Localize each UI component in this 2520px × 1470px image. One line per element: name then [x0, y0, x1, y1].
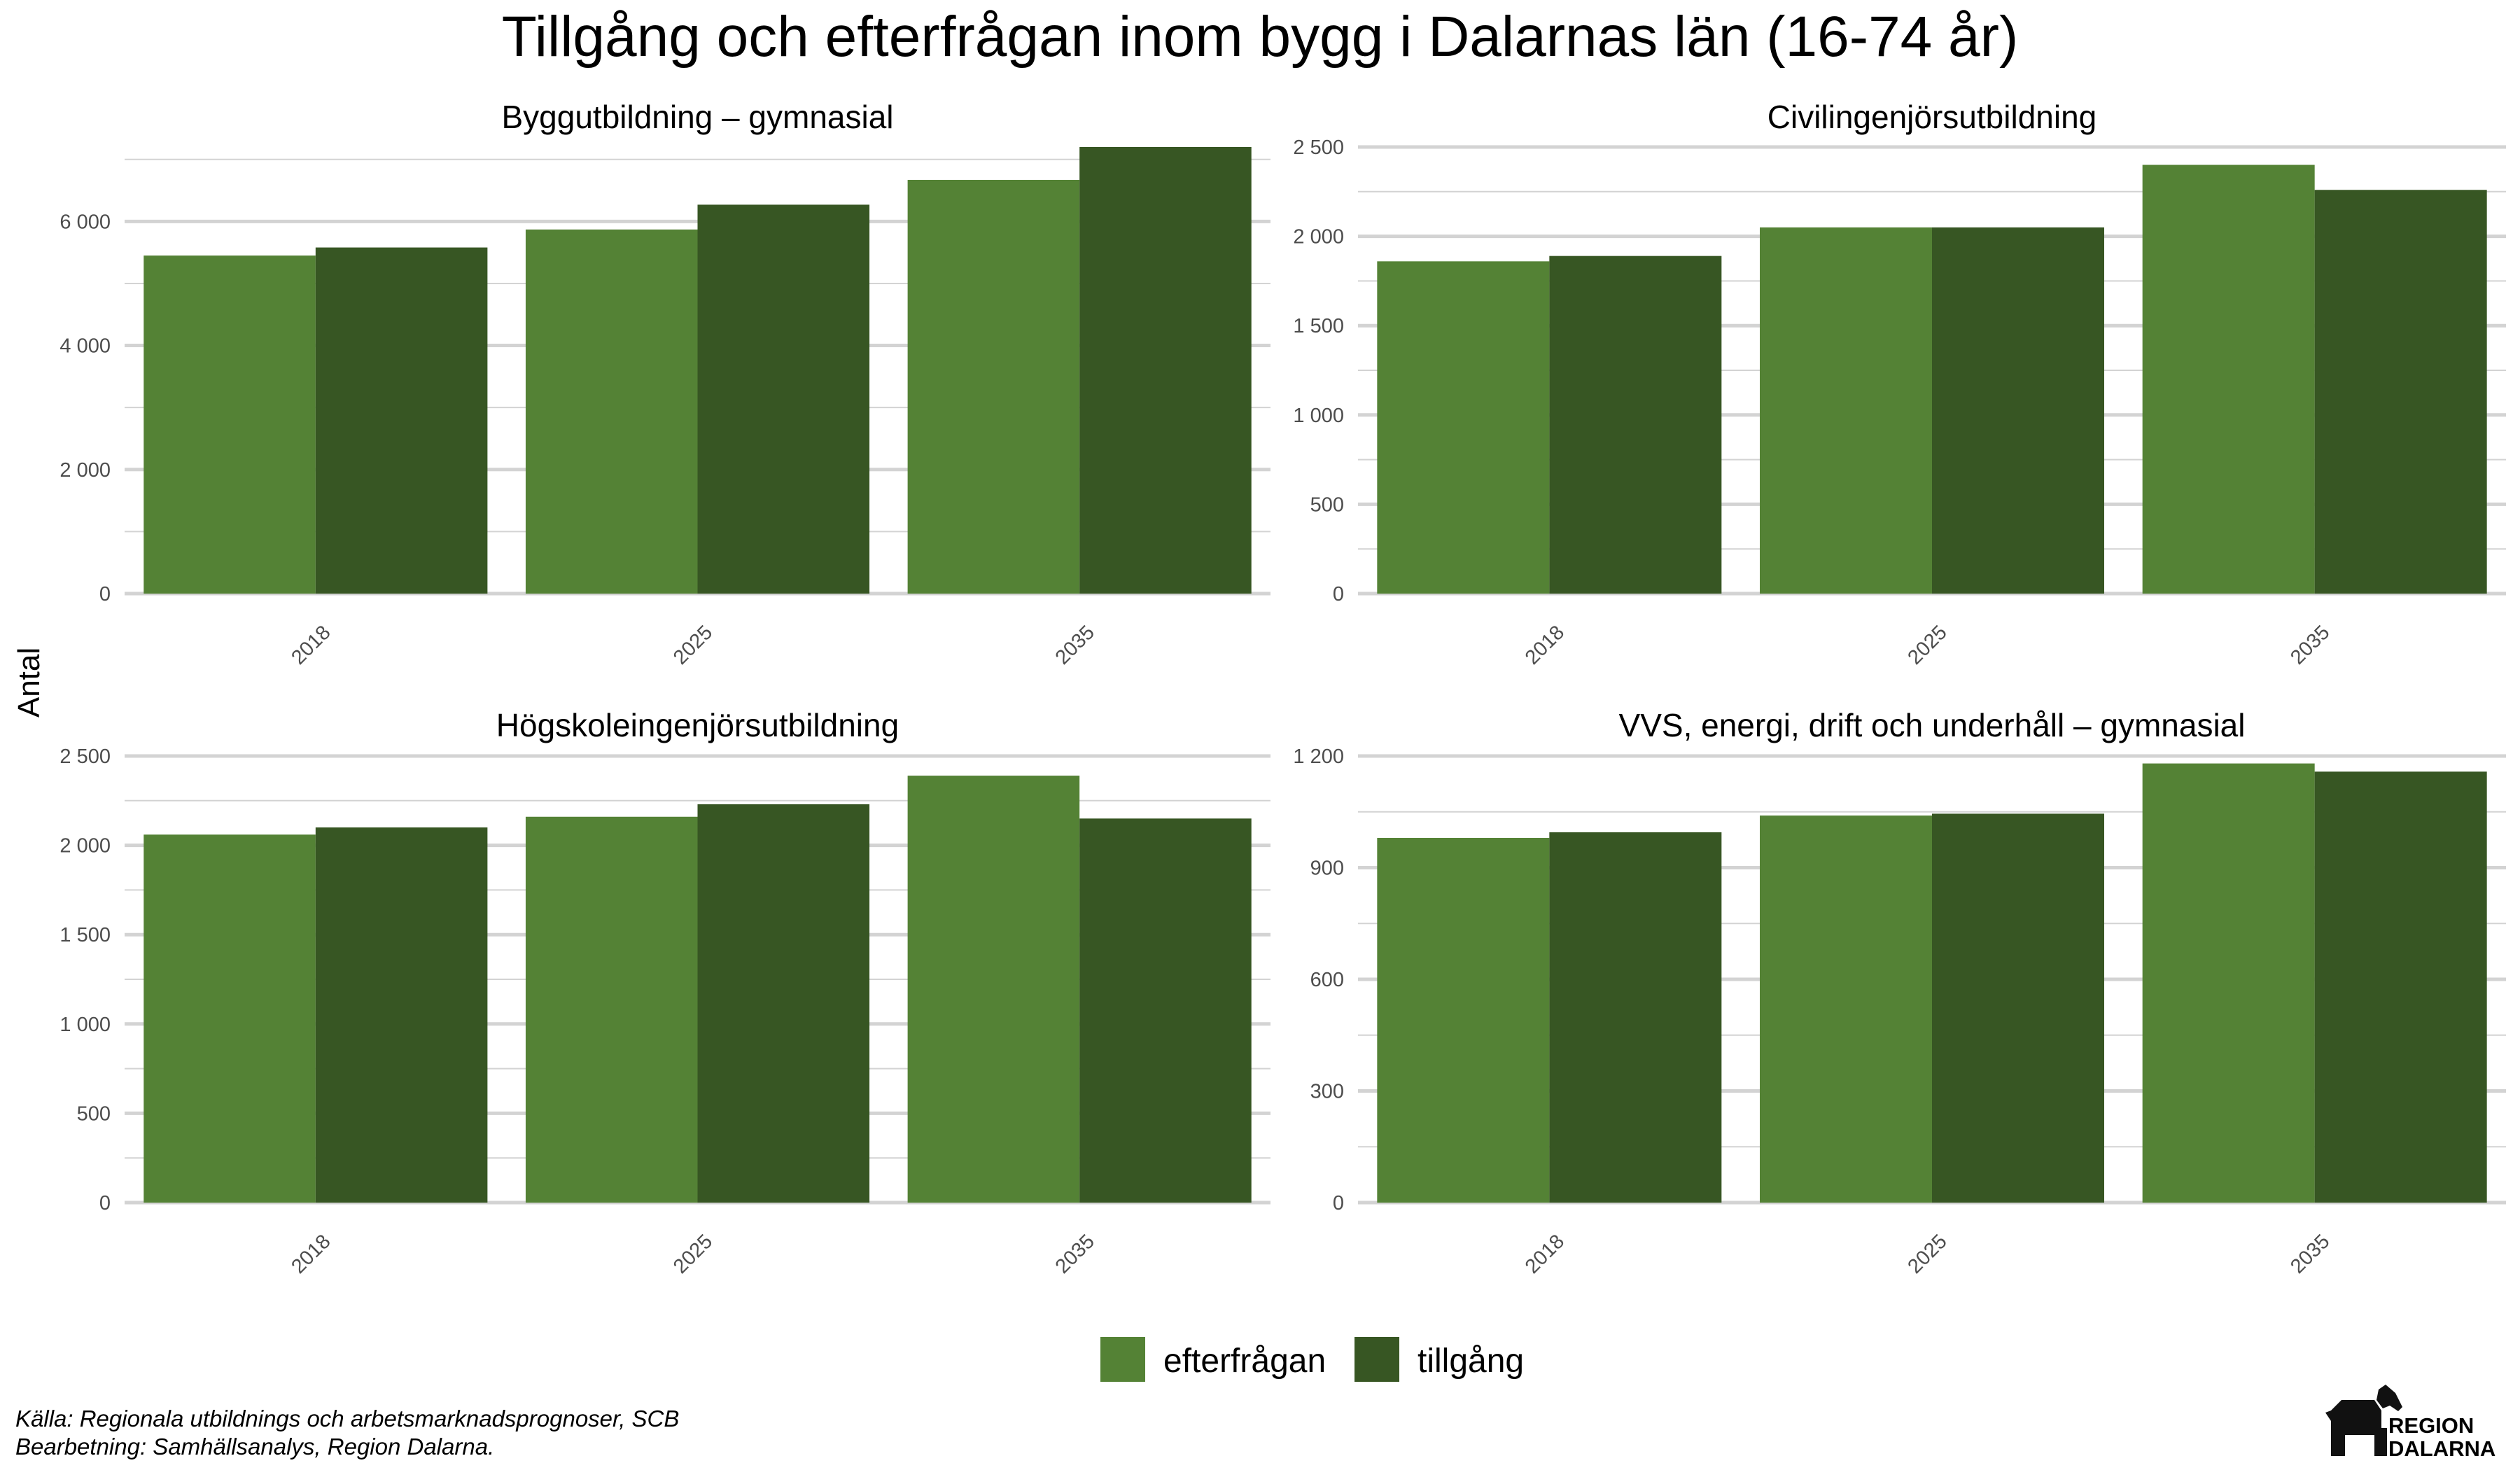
facet-panel: Högskoleingenjörsutbildning 0 500 1 000 1 50… [59, 707, 1270, 1278]
facet-title: Civilingenjörsutbildning [1768, 99, 2097, 135]
bar-efterfragan-2035 [2142, 164, 2315, 594]
x-tick-label: 2018 [287, 1231, 335, 1278]
y-tick-label: 1 500 [59, 924, 111, 946]
bar-tillgang-2025 [1932, 813, 2104, 1203]
bar-tillgang-2025 [1932, 227, 2104, 594]
y-tick-label: 0 [99, 1192, 111, 1214]
bar-tillgang-2035 [2314, 190, 2487, 594]
logo-text-line1: REGION [2388, 1413, 2474, 1438]
facet-panel: Civilingenjörsutbildning 0 500 1 000 1 500 2 … [1293, 99, 2506, 669]
region-dalarna-logo: REGION DALARNA [2325, 1385, 2496, 1461]
logo-text-line2: DALARNA [2388, 1436, 2496, 1461]
legend: efterfrågan tillgång [1100, 1337, 1524, 1382]
bar-efterfragan-2018 [144, 834, 316, 1203]
bar-efterfragan-2018 [144, 255, 316, 594]
x-tick-label: 2035 [1051, 622, 1099, 669]
bar-tillgang-2018 [1549, 832, 1722, 1203]
caption-processing: Bearbetning: Samhällsanalys, Region Dala… [15, 1434, 494, 1460]
x-tick-label: 2018 [287, 622, 335, 669]
y-tick-label: 2 500 [59, 746, 111, 768]
dala-horse-icon [2325, 1385, 2402, 1456]
y-tick-label: 500 [1310, 493, 1344, 516]
legend-swatch-tillgang [1354, 1337, 1399, 1382]
x-tick-label: 2018 [1521, 622, 1569, 669]
bar-tillgang-2018 [1549, 255, 1722, 594]
y-tick-label: 300 [1310, 1081, 1344, 1103]
bar-tillgang-2035 [1079, 147, 1252, 594]
y-tick-label: 1 000 [1293, 405, 1344, 427]
facet-title: Byggutbildning – gymnasial [501, 99, 893, 135]
x-tick-label: 2025 [1904, 622, 1952, 669]
y-tick-label: 0 [1333, 1192, 1344, 1214]
legend-label-efterfragan: efterfrågan [1163, 1343, 1326, 1380]
y-tick-label: 600 [1310, 969, 1344, 991]
y-tick-label: 2 000 [1293, 226, 1344, 248]
y-tick-label: 1 500 [1293, 315, 1344, 337]
y-tick-label: 0 [99, 583, 111, 606]
y-tick-label: 4 000 [59, 335, 111, 358]
x-tick-label: 2025 [669, 622, 717, 669]
bar-efterfragan-2035 [907, 179, 1080, 594]
chart-title: Tillgång och efterfrågan inom bygg i Dal… [502, 5, 2019, 69]
bar-tillgang-2035 [1079, 818, 1252, 1203]
y-tick-label: 2 000 [59, 835, 111, 858]
facet-panel: VVS, energi, drift och underhåll – gymna… [1293, 707, 2506, 1278]
x-tick-label: 2035 [2286, 622, 2334, 669]
bar-efterfragan-2035 [907, 776, 1080, 1203]
bar-tillgang-2018 [315, 247, 488, 594]
facet-title: Högskoleingenjörsutbildning [496, 707, 899, 743]
bar-tillgang-2025 [697, 204, 870, 594]
y-tick-label: 2 000 [59, 459, 111, 482]
bar-tillgang-2018 [315, 827, 488, 1203]
bar-efterfragan-2025 [1760, 816, 1932, 1203]
y-tick-label: 500 [77, 1102, 111, 1125]
bar-tillgang-2035 [2314, 771, 2487, 1203]
bar-efterfragan-2035 [2142, 763, 2315, 1203]
y-tick-label: 0 [1333, 583, 1344, 606]
x-tick-label: 2035 [2286, 1231, 2334, 1278]
x-tick-label: 2025 [1904, 1231, 1952, 1278]
x-tick-label: 2025 [669, 1231, 717, 1278]
facet-panel: Byggutbildning – gymnasial 0 2 000 4 000 6 0… [59, 99, 1270, 669]
bar-efterfragan-2018 [1377, 837, 1550, 1203]
bar-efterfragan-2025 [525, 816, 698, 1203]
y-tick-label: 1 000 [59, 1014, 111, 1036]
y-tick-label: 900 [1310, 858, 1344, 880]
facet-panels: Byggutbildning – gymnasial 0 2 000 4 000 6 0… [59, 99, 2506, 1278]
bar-efterfragan-2025 [1760, 227, 1932, 594]
y-tick-label: 2 500 [1293, 136, 1344, 159]
bar-efterfragan-2018 [1377, 261, 1550, 594]
bar-efterfragan-2025 [525, 229, 698, 594]
legend-label-tillgang: tillgång [1418, 1343, 1524, 1380]
y-tick-label: 6 000 [59, 211, 111, 233]
caption-source: Källa: Regionala utbildnings och arbetsm… [15, 1406, 679, 1432]
y-axis-label: Antal [12, 648, 46, 718]
x-tick-label: 2018 [1521, 1231, 1569, 1278]
facet-title: VVS, energi, drift och underhåll – gymna… [1619, 707, 2246, 743]
y-tick-label: 1 200 [1293, 746, 1344, 768]
bar-tillgang-2025 [697, 804, 870, 1203]
x-tick-label: 2035 [1051, 1231, 1099, 1278]
legend-swatch-efterfragan [1100, 1337, 1145, 1382]
